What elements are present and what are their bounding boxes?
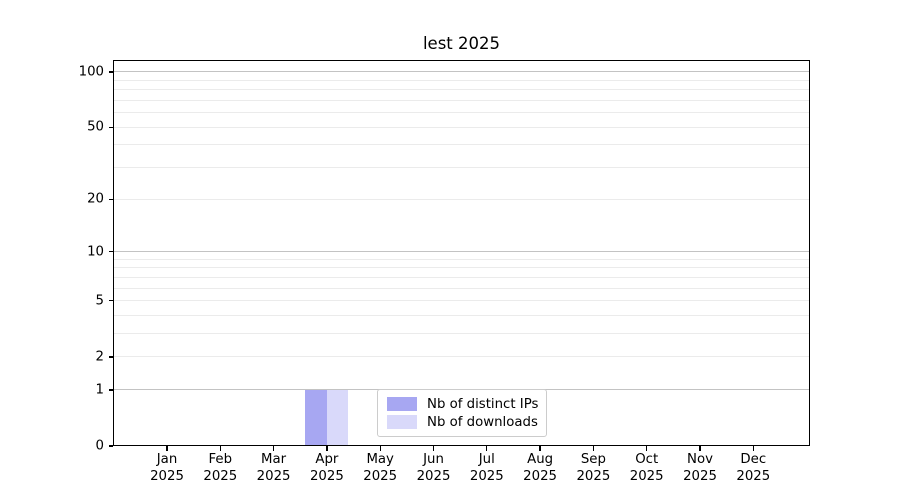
x-tick-label: Feb 2025 xyxy=(203,452,238,484)
x-tick-label: Sep 2025 xyxy=(576,452,611,484)
x-tick-label: Jul 2025 xyxy=(469,452,504,484)
y-tick-mark xyxy=(108,445,113,447)
x-tick-label: Oct 2025 xyxy=(629,452,664,484)
x-tick-mark xyxy=(166,446,168,451)
bar-distinct-ips xyxy=(305,389,327,446)
y-tick-label: 50 xyxy=(87,119,104,135)
x-tick-label: May 2025 xyxy=(363,452,398,484)
legend-swatch-distinct-ips xyxy=(387,397,417,411)
gridline-minor xyxy=(113,287,810,289)
y-tick-label: 10 xyxy=(87,244,104,260)
gridline-minor xyxy=(113,79,810,81)
y-tick-label: 100 xyxy=(78,64,104,80)
y-tick-mark xyxy=(108,250,113,253)
x-tick-label: Aug 2025 xyxy=(523,452,558,484)
gridline-major xyxy=(113,71,810,73)
y-tick-mark xyxy=(108,71,113,73)
x-tick-label: Apr 2025 xyxy=(309,452,344,484)
x-tick-label: Jun 2025 xyxy=(416,452,451,484)
gridline-minor xyxy=(113,267,810,269)
y-tick-mark xyxy=(108,126,113,128)
x-tick-mark xyxy=(379,446,381,451)
gridline-minor xyxy=(113,356,810,358)
x-tick-mark xyxy=(592,446,595,451)
bar-downloads xyxy=(326,389,349,446)
gridline-minor xyxy=(113,198,810,200)
y-tick-label: 1 xyxy=(95,382,104,398)
gridline-minor xyxy=(113,167,810,169)
x-tick-mark xyxy=(432,446,435,451)
gridline-minor xyxy=(113,333,810,335)
gridline-major xyxy=(113,251,810,253)
y-tick-label: 5 xyxy=(95,293,104,309)
y-tick-label: 2 xyxy=(95,349,104,365)
legend-item-downloads: Nb of downloads xyxy=(387,414,538,430)
gridline-minor xyxy=(113,89,810,91)
chart-title: lest 2025 xyxy=(422,34,501,53)
gridline-minor xyxy=(113,315,810,317)
y-tick-label: 20 xyxy=(87,191,104,207)
x-tick-label: Dec 2025 xyxy=(736,452,771,484)
x-tick-label: Jan 2025 xyxy=(150,452,184,484)
x-tick-label: Nov 2025 xyxy=(683,452,717,484)
gridline-minor xyxy=(113,99,810,101)
x-tick-mark xyxy=(699,446,701,451)
y-tick-mark xyxy=(108,198,113,200)
y-tick-label: 0 xyxy=(95,438,104,454)
y-tick-mark xyxy=(108,356,113,358)
x-tick-mark xyxy=(272,446,275,451)
gridline-minor xyxy=(113,144,810,146)
gridline-minor xyxy=(113,126,810,128)
x-tick-mark xyxy=(646,446,648,451)
legend: Nb of distinct IPs Nb of downloads xyxy=(377,389,547,437)
legend-item-distinct-ips: Nb of distinct IPs xyxy=(387,396,539,412)
y-tick-mark xyxy=(108,389,113,391)
legend-swatch-downloads xyxy=(387,415,417,429)
x-tick-mark xyxy=(486,446,488,451)
x-tick-mark xyxy=(326,446,328,451)
gridline-minor xyxy=(113,112,810,114)
gridline-minor xyxy=(113,276,810,278)
x-tick-mark xyxy=(539,446,541,451)
x-tick-mark xyxy=(219,446,221,451)
gridline-minor xyxy=(113,258,810,260)
legend-label-downloads: Nb of downloads xyxy=(427,414,538,430)
x-tick-label: Mar 2025 xyxy=(256,452,291,484)
x-tick-mark xyxy=(752,446,754,451)
gridline-minor xyxy=(113,300,810,302)
y-tick-mark xyxy=(108,300,113,302)
legend-label-distinct-ips: Nb of distinct IPs xyxy=(427,396,539,412)
